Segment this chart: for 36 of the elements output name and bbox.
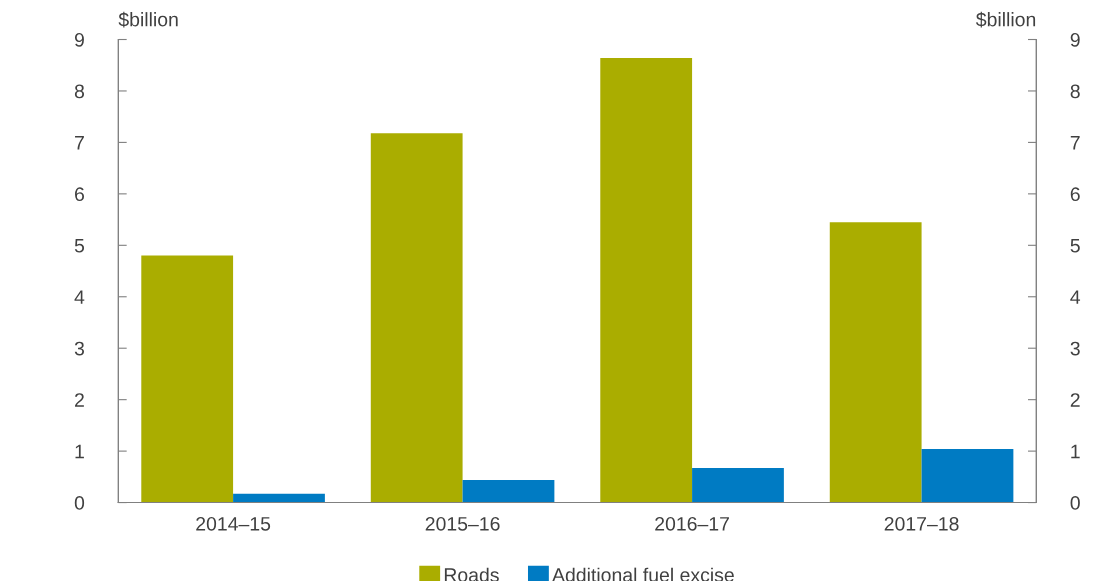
y-axis-title: $billion: [118, 11, 178, 28]
y2-axis-title: $billion: [976, 11, 1036, 28]
legend-label: Roads: [444, 567, 499, 581]
y2-tick-label: 4: [1070, 290, 1081, 304]
bar: [600, 58, 693, 503]
y-tick-label: 8: [74, 84, 85, 99]
y-tick-label: 0: [74, 496, 85, 510]
y-tick-label: 2: [75, 393, 84, 407]
bar: [141, 255, 234, 503]
x-tick-label: 2015–16: [425, 516, 500, 531]
y-tick-label: 3: [74, 341, 85, 356]
y2-tick-label: 5: [1070, 238, 1080, 253]
y2-tick-label: 1: [1071, 444, 1080, 459]
bar: [829, 222, 922, 503]
y-tick-label: 5: [74, 238, 85, 253]
bar: [692, 468, 784, 503]
y-tick-label: 9: [74, 32, 84, 47]
x-tick-label: 2014–15: [196, 516, 271, 531]
y-tick-label: 6: [75, 187, 85, 202]
x-tick-label: 2017–18: [884, 516, 959, 531]
bar: [921, 449, 1014, 503]
y2-tick-label: 3: [1070, 341, 1080, 356]
legend-label: Additional fuel excise: [552, 567, 734, 581]
y2-tick-label: 2: [1070, 393, 1080, 407]
y2-tick-label: 9: [1070, 32, 1080, 47]
y-tick-label: 1: [75, 444, 84, 459]
y-tick-label: 7: [75, 136, 84, 150]
y2-tick-label: 6: [1070, 187, 1080, 202]
bar: [370, 133, 463, 503]
bar: [233, 493, 325, 503]
y2-tick-label: 0: [1070, 496, 1080, 510]
bar: [462, 479, 555, 503]
y2-tick-label: 8: [1070, 84, 1080, 99]
y2-tick-label: 7: [1070, 136, 1080, 150]
y-tick-label: 4: [74, 290, 85, 304]
x-tick-label: 2016–17: [655, 516, 729, 531]
